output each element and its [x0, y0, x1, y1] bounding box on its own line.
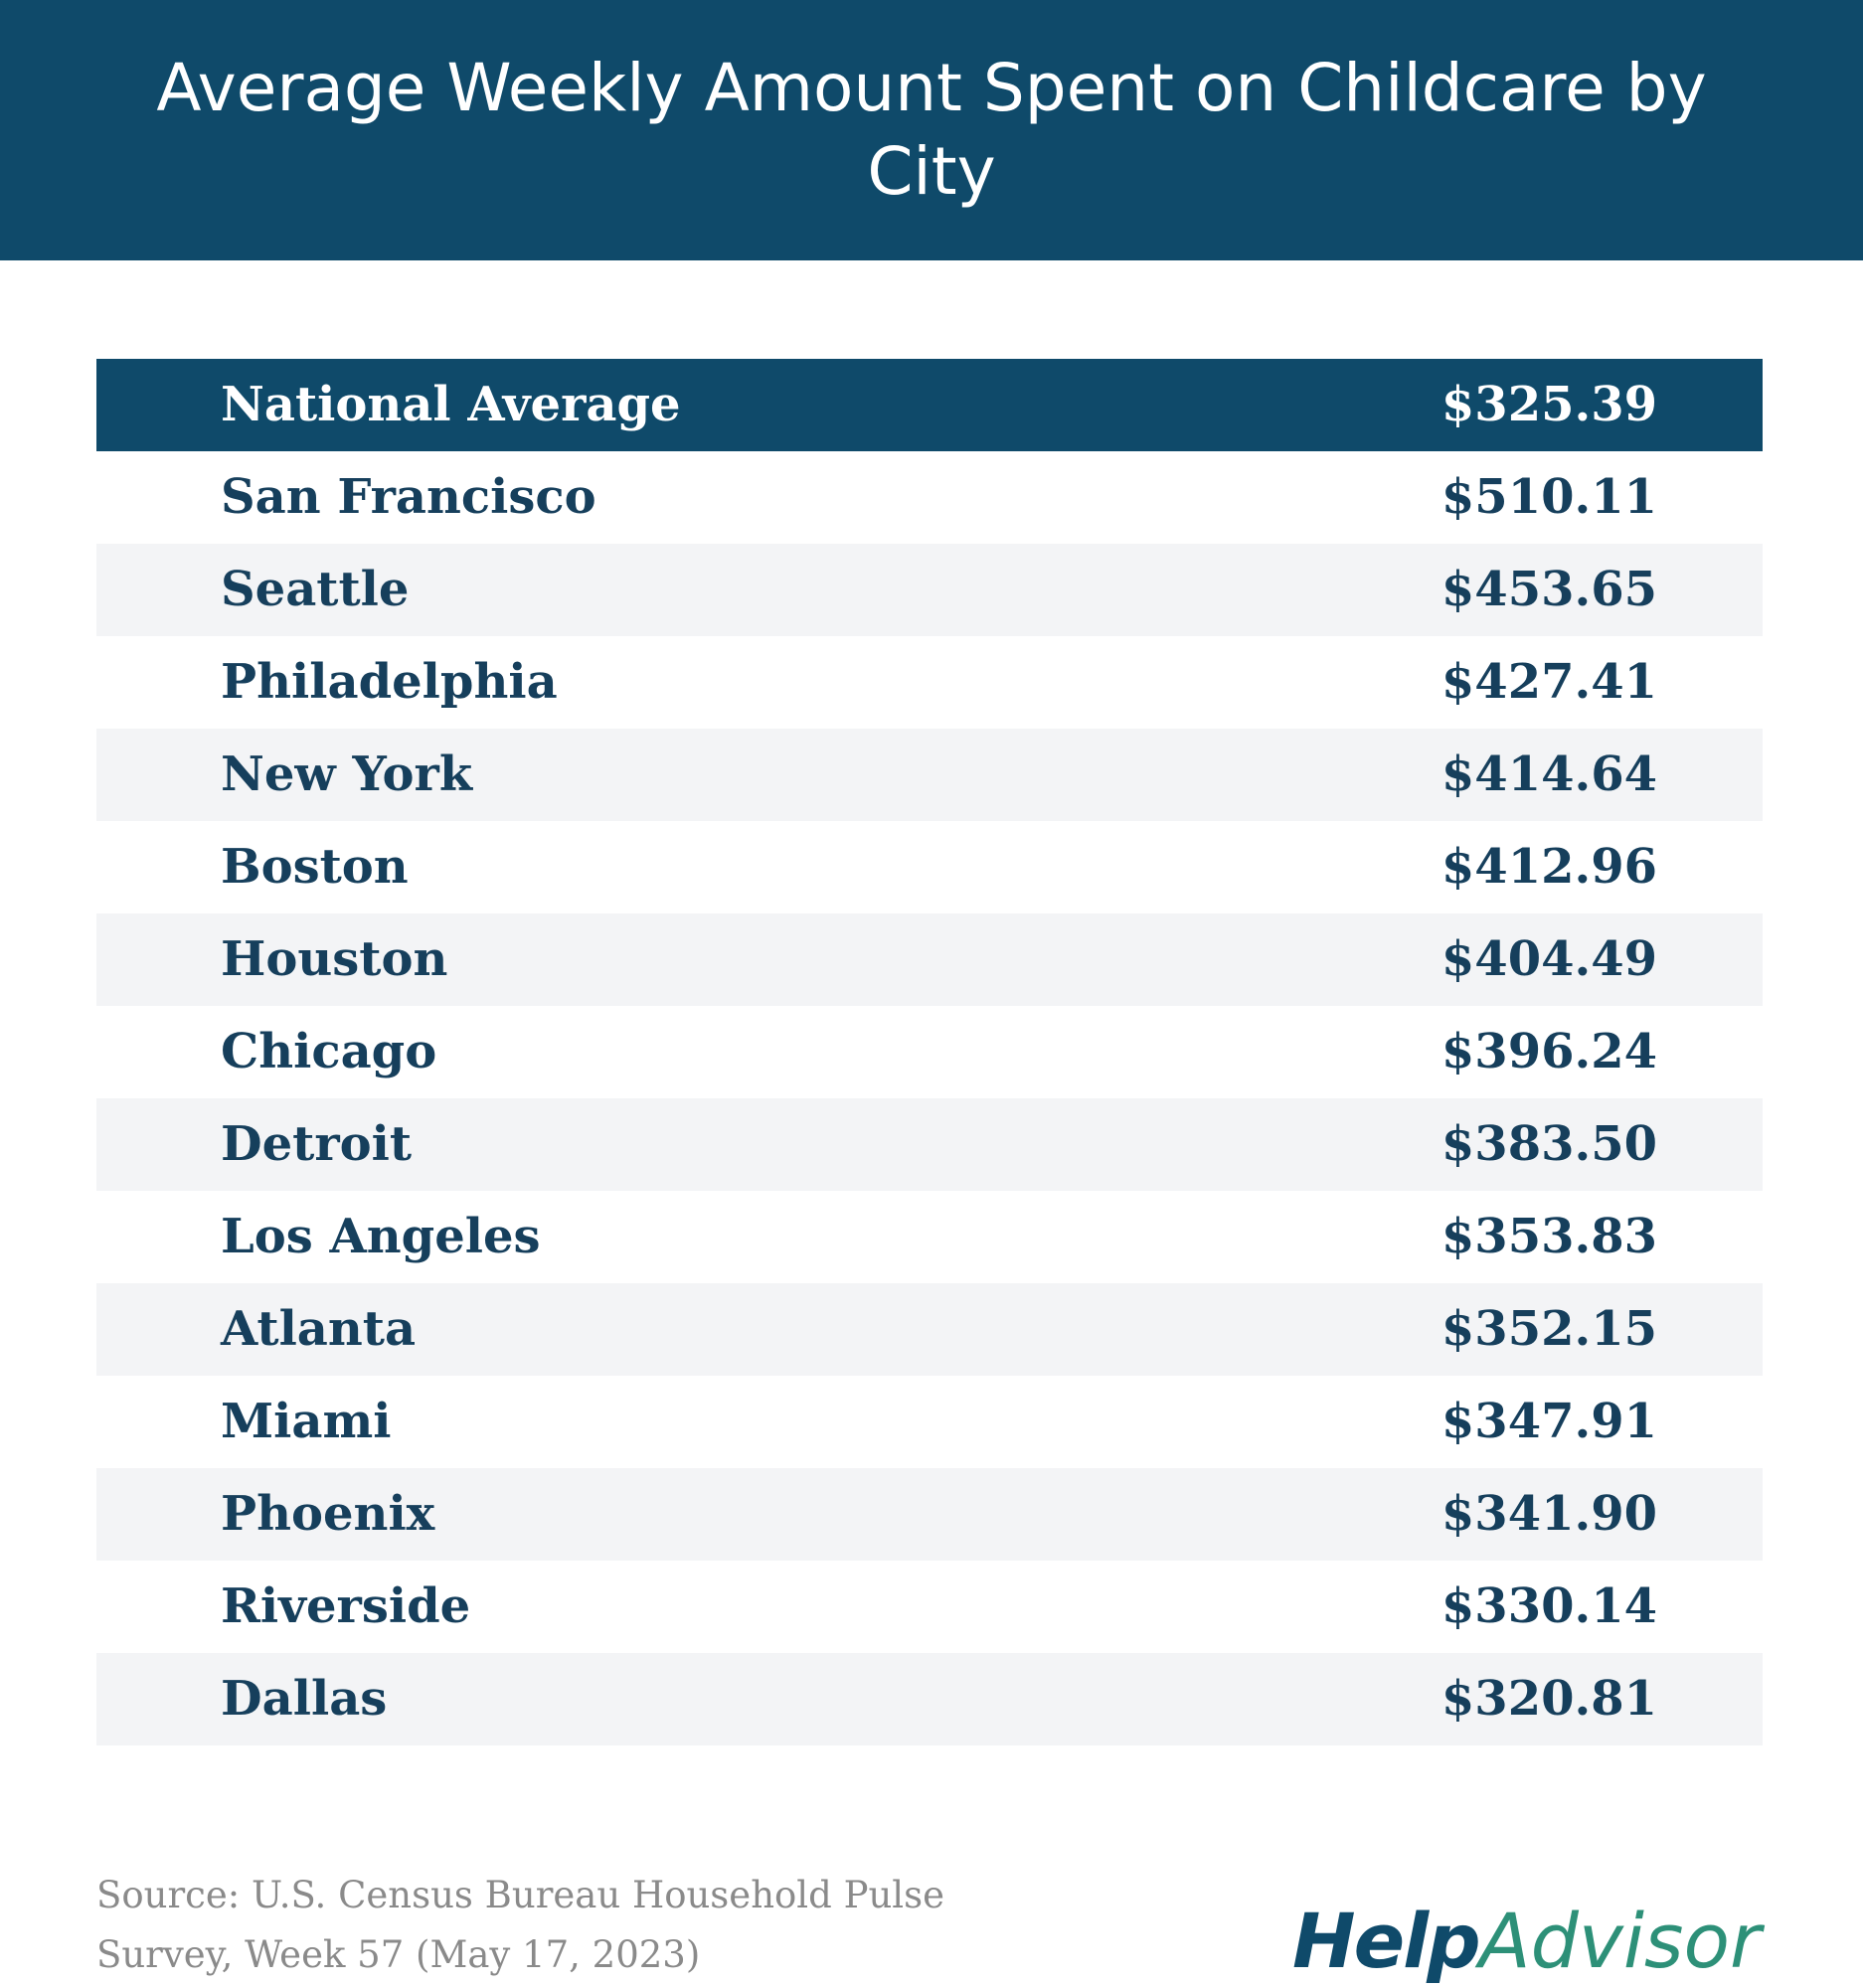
city-name: San Francisco: [221, 469, 596, 525]
table-row: Detroit $383.50: [96, 1098, 1763, 1191]
weekly-amount: $396.24: [1440, 1024, 1657, 1079]
city-spending-table: National Average $325.39 San Francisco $510…: [96, 359, 1763, 1745]
weekly-amount: $427.41: [1440, 654, 1657, 710]
weekly-amount: $325.39: [1440, 377, 1657, 432]
helpadvisor-logo: HelpAdvisor: [1292, 1897, 1761, 1986]
city-name: Miami: [221, 1394, 392, 1449]
weekly-amount: $453.65: [1440, 562, 1657, 617]
city-name: Houston: [221, 931, 448, 987]
logo-help-text: Help: [1292, 1897, 1481, 1985]
city-name: Detroit: [221, 1116, 413, 1172]
source-note: Source: U.S. Census Bureau Household Pul…: [96, 1866, 991, 1985]
weekly-amount: $412.96: [1440, 839, 1657, 895]
city-name: Seattle: [221, 562, 410, 617]
table-row: Miami $347.91: [96, 1376, 1763, 1468]
city-name: Atlanta: [221, 1301, 417, 1357]
city-name: Philadelphia: [221, 654, 558, 710]
weekly-amount: $341.90: [1440, 1486, 1657, 1542]
table-row: Seattle $453.65: [96, 544, 1763, 636]
table-row: Chicago $396.24: [96, 1006, 1763, 1098]
table-row: Atlanta $352.15: [96, 1283, 1763, 1376]
table-row: Houston $404.49: [96, 913, 1763, 1006]
table-row: Phoenix $341.90: [96, 1468, 1763, 1561]
city-name: Boston: [221, 839, 409, 895]
city-name: Chicago: [221, 1024, 437, 1079]
table-row: San Francisco $510.11: [96, 451, 1763, 544]
table-row: New York $414.64: [96, 729, 1763, 821]
city-name: Dallas: [221, 1671, 388, 1727]
weekly-amount: $414.64: [1440, 746, 1657, 802]
city-name: Phoenix: [221, 1486, 435, 1542]
city-name: Los Angeles: [221, 1209, 541, 1264]
source-line-1: Source: U.S. Census Bureau Household Pul…: [96, 1874, 945, 1916]
city-name: New York: [221, 746, 473, 802]
weekly-amount: $353.83: [1440, 1209, 1657, 1264]
title-banner: Average Weekly Amount Spent on Childcare…: [0, 0, 1863, 260]
weekly-amount: $404.49: [1440, 931, 1657, 987]
weekly-amount: $320.81: [1440, 1671, 1657, 1727]
table-row: Dallas $320.81: [96, 1653, 1763, 1745]
weekly-amount: $347.91: [1440, 1394, 1657, 1449]
weekly-amount: $383.50: [1440, 1116, 1657, 1172]
source-line-2: Survey, Week 57 (May 17, 2023): [96, 1933, 701, 1976]
city-name: National Average: [221, 377, 681, 432]
city-name: Riverside: [221, 1578, 471, 1634]
table-row: Riverside $330.14: [96, 1561, 1763, 1653]
national-average-row: National Average $325.39: [96, 359, 1763, 451]
table-row: Boston $412.96: [96, 821, 1763, 913]
logo-advisor-text: Advisor: [1478, 1897, 1762, 1985]
table-row: Philadelphia $427.41: [96, 636, 1763, 729]
table-row: Los Angeles $353.83: [96, 1191, 1763, 1283]
weekly-amount: $352.15: [1440, 1301, 1657, 1357]
weekly-amount: $330.14: [1440, 1578, 1657, 1634]
weekly-amount: $510.11: [1440, 469, 1657, 525]
chart-title: Average Weekly Amount Spent on Childcare…: [156, 50, 1707, 210]
